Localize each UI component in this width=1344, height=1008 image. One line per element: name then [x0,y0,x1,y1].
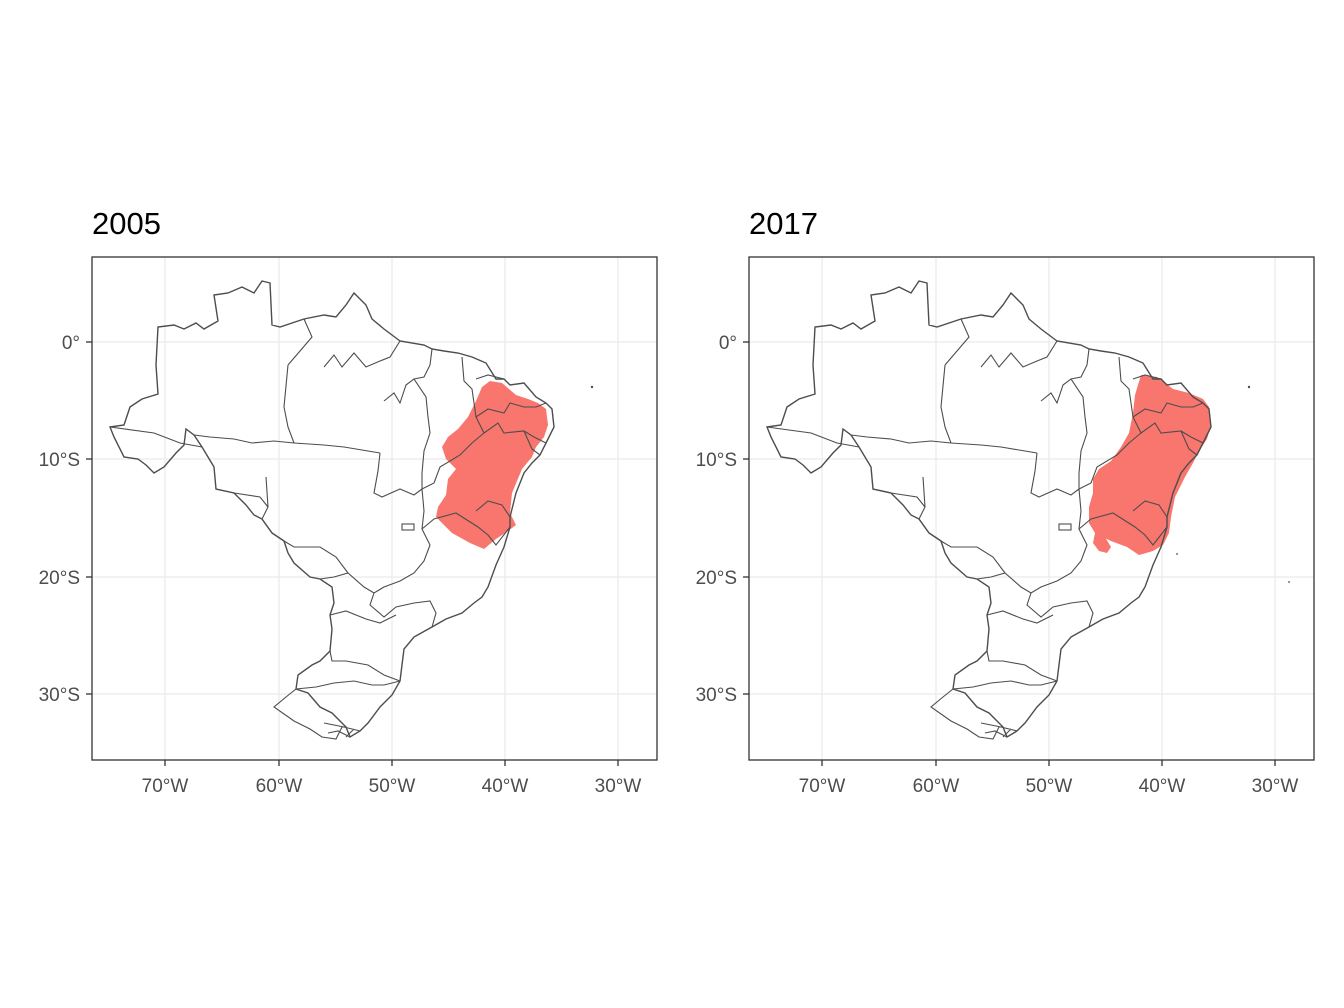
x-tick-label: 40°W [1139,776,1186,797]
y-tick-label: 20°S [696,568,737,589]
x-tick-label: 70°W [799,776,846,797]
axis-ticks-2017 [743,341,1276,766]
highlighted-region-patch [1093,533,1111,553]
map-panel-2005 [91,256,658,761]
x-tick-label: 50°W [369,776,416,797]
x-tick-label: 50°W [1026,776,1073,797]
y-tick-label: 0° [719,333,737,354]
y-tick-label: 10°S [39,450,80,471]
highlighted-region [436,381,548,549]
y-tick-label: 10°S [696,450,737,471]
panel-title-2017: 2017 [749,206,818,241]
y-tick-label: 30°S [39,685,80,706]
axis-ticks-2005 [86,341,619,766]
x-tick-label: 40°W [482,776,529,797]
highlighted-region [1089,375,1211,555]
y-tick-label: 20°S [39,568,80,589]
gridlines [749,257,1314,760]
x-tick-label: 30°W [595,776,642,797]
y-tick-label: 30°S [696,685,737,706]
map-panel-2017 [748,256,1315,761]
x-tick-label: 60°W [913,776,960,797]
x-tick-label: 70°W [142,776,189,797]
y-tick-label: 0° [62,333,80,354]
x-tick-label: 60°W [256,776,303,797]
panel-title-2005: 2005 [92,206,161,241]
x-tick-label: 30°W [1252,776,1299,797]
